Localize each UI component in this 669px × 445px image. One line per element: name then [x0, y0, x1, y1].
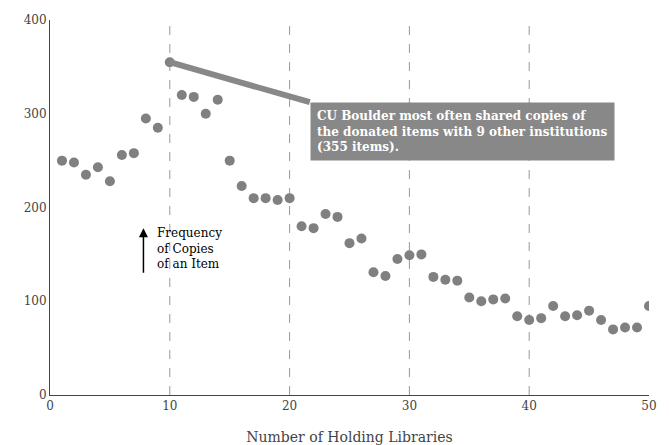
svg-text:20: 20 — [282, 399, 297, 413]
svg-text:50: 50 — [641, 399, 656, 413]
svg-text:0: 0 — [39, 388, 47, 402]
svg-text:100: 100 — [24, 294, 47, 308]
svg-text:200: 200 — [24, 201, 47, 215]
svg-text:Frequencyof Copiesof an Item: Frequencyof Copiesof an Item — [157, 226, 222, 271]
svg-text:CU Boulder most often shared c: CU Boulder most often shared copies ofth… — [317, 109, 608, 154]
svg-text:300: 300 — [24, 107, 47, 121]
svg-text:Number of Holding Libraries: Number of Holding Libraries — [246, 429, 452, 445]
svg-text:10: 10 — [162, 399, 177, 413]
svg-text:30: 30 — [402, 399, 417, 413]
svg-text:0: 0 — [46, 399, 54, 413]
svg-text:40: 40 — [522, 399, 537, 413]
svg-text:400: 400 — [24, 13, 47, 27]
